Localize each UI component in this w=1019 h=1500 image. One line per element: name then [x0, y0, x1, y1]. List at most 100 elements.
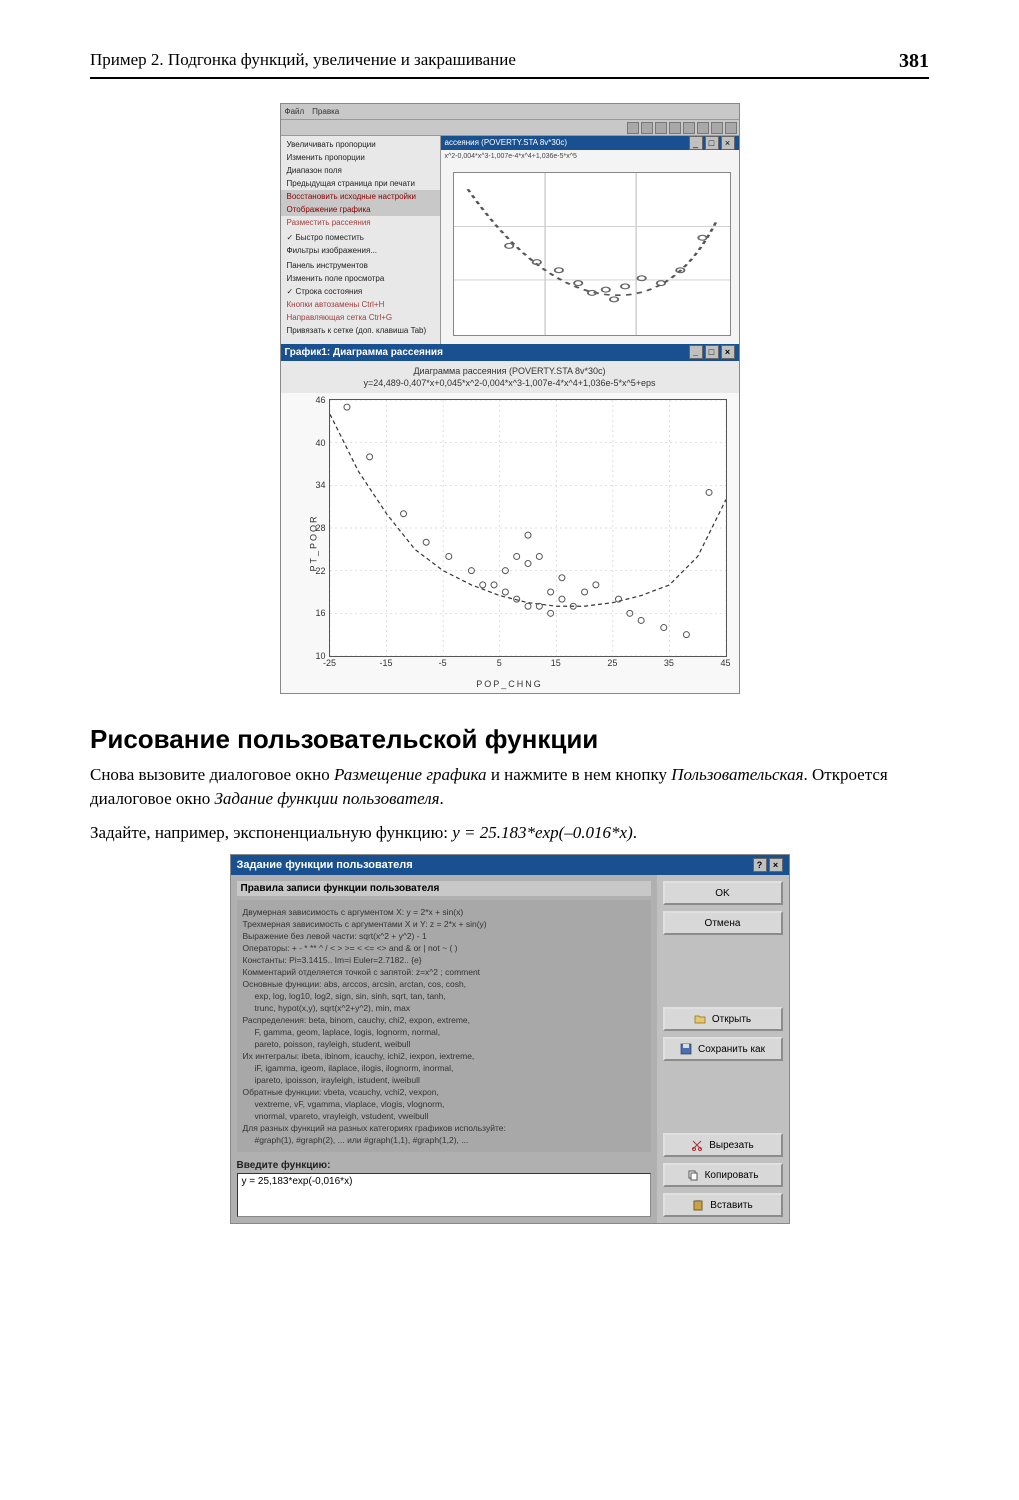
caption-line: y=24,489-0,407*x+0,045*x^2-0,004*x^3-1,0…	[287, 377, 733, 389]
mini-title-text: ассеяния (POVERTY.STA 8v*30c)	[445, 136, 567, 150]
toolbar-icon[interactable]	[711, 122, 723, 134]
dialog-title: Задание функции пользователя	[237, 859, 413, 871]
menu-item[interactable]: Панель инструментов	[281, 259, 440, 272]
menu-item[interactable]: Правка	[312, 104, 339, 119]
body-paragraph: Снова вызовите диалоговое окно Размещени…	[90, 763, 929, 811]
menu-item[interactable]: Увеличивать пропорции	[281, 138, 440, 151]
rules-line: #graph(1), #graph(2), ... или #graph(1,1…	[243, 1134, 645, 1146]
rules-line: Выражение без левой части: sqrt(x^2 + y^…	[243, 930, 645, 942]
dialog-window: Задание функции пользователя ? × Правила…	[230, 854, 790, 1224]
paste-icon	[692, 1199, 704, 1211]
dialog-title-bar: Задание функции пользователя ? ×	[231, 855, 789, 875]
context-menu: Увеличивать пропорцииИзменить пропорцииД…	[281, 136, 441, 344]
chart-title: График1: Диаграмма рассеяния	[285, 347, 443, 358]
rules-line: pareto, poisson, rayleigh, student, weib…	[243, 1038, 645, 1050]
menu-item[interactable]: Диапазон поля	[281, 164, 440, 177]
rules-line: Константы: Pi=3.1415.. Im=i Euler=2.7182…	[243, 954, 645, 966]
rules-text: Двумерная зависимость с аргументом X: y …	[237, 900, 651, 1152]
mini-title-bar: ассеяния (POVERTY.STA 8v*30c) _ □ ×	[441, 136, 739, 150]
copy-button[interactable]: Копировать	[663, 1163, 783, 1187]
x-tick-label: 5	[497, 656, 502, 668]
disk-icon	[680, 1043, 692, 1055]
x-tick-label: 25	[607, 656, 617, 668]
caption-line: Диаграмма рассеяния (POVERTY.STA 8v*30c)	[287, 365, 733, 377]
chart-window: График1: Диаграмма рассеяния _ □ × Диагр…	[280, 343, 740, 694]
minimize-icon[interactable]: _	[689, 136, 703, 150]
rules-line: Трехмерная зависимость с аргументами X и…	[243, 918, 645, 930]
menubar: Файл Правка	[281, 104, 739, 120]
rules-line: exp, log, log10, log2, sign, sin, sinh, …	[243, 990, 645, 1002]
menu-item[interactable]: Файл	[285, 104, 305, 119]
paste-button[interactable]: Вставить	[663, 1193, 783, 1217]
y-tick-label: 34	[315, 480, 329, 490]
dialog-right-pane: OK Отмена Открыть Сохранить как Вырезать…	[657, 875, 789, 1223]
y-tick-label: 40	[315, 438, 329, 448]
rules-line: Операторы: + - * ** ^ / < > >= < <= <> a…	[243, 942, 645, 954]
cut-button[interactable]: Вырезать	[663, 1133, 783, 1157]
chart-area: PT_POOR POP_CHNG -25-15-5515253545101622…	[281, 393, 739, 693]
x-tick-label: -5	[439, 656, 447, 668]
figure-dialog: Задание функции пользователя ? × Правила…	[90, 854, 929, 1224]
menu-item[interactable]: Кнопки автозамены Ctrl+H	[281, 298, 440, 311]
menu-item[interactable]: Изменить поле просмотра	[281, 272, 440, 285]
chart-title-bar: График1: Диаграмма рассеяния _ □ ×	[281, 343, 739, 361]
cancel-button[interactable]: Отмена	[663, 911, 783, 935]
menu-item[interactable]: Восстановить исходные настройки	[281, 190, 440, 203]
folder-icon	[694, 1013, 706, 1025]
function-input[interactable]: y = 25,183*exp(-0,016*x)	[237, 1173, 651, 1217]
x-tick-label: 35	[664, 656, 674, 668]
screenshot-menu-graph: Файл Правка Увеличивать пропорцииИзменит…	[280, 103, 740, 343]
toolbar-icon[interactable]	[655, 122, 667, 134]
plot-box: -25-15-551525354510162228344046	[329, 399, 727, 657]
menu-item[interactable]: Привязать к сетке (доп. клавиша Tab)	[281, 324, 440, 337]
open-button[interactable]: Открыть	[663, 1007, 783, 1031]
minimize-icon[interactable]: _	[689, 345, 703, 359]
y-tick-label: 46	[315, 395, 329, 405]
toolbar-icon[interactable]	[669, 122, 681, 134]
menu-item[interactable]: Направляющая сетка Ctrl+G	[281, 311, 440, 324]
x-tick-label: -15	[380, 656, 393, 668]
rules-line: ipareto, ipoisson, irayleigh, istudent, …	[243, 1074, 645, 1086]
mini-chart-window: ассеяния (POVERTY.STA 8v*30c) _ □ × x^2-…	[441, 136, 739, 344]
scissors-icon	[691, 1139, 703, 1151]
menu-item[interactable]: Быстро поместить	[281, 231, 440, 244]
menu-item[interactable]: Предыдущая страница при печати	[281, 177, 440, 190]
ok-button[interactable]: OK	[663, 881, 783, 905]
menu-item[interactable]: Изменить пропорции	[281, 151, 440, 164]
menu-item[interactable]: Разместить рассеяния	[281, 216, 440, 229]
input-label: Введите функцию:	[237, 1160, 651, 1171]
rules-line: Двумерная зависимость с аргументом X: y …	[243, 906, 645, 918]
copy-icon	[687, 1169, 699, 1181]
close-icon[interactable]: ×	[721, 136, 735, 150]
y-tick-label: 16	[315, 608, 329, 618]
chart-caption: Диаграмма рассеяния (POVERTY.STA 8v*30c)…	[281, 361, 739, 393]
rules-heading: Правила записи функции пользователя	[237, 881, 651, 896]
rules-line: Для разных функций на разных категориях …	[243, 1122, 645, 1134]
x-tick-label: 15	[551, 656, 561, 668]
mini-caption: x^2-0,004*x^3-1,007e-4*x^4+1,036e-5*x^5	[445, 152, 735, 161]
rules-line: iF, igamma, igeom, ilaplace, ilogis, ilo…	[243, 1062, 645, 1074]
rules-line: trunc, hypot(x,y), sqrt(x^2+y^2), min, m…	[243, 1002, 645, 1014]
dialog-left-pane: Правила записи функции пользователя Двум…	[231, 875, 657, 1223]
toolbar-icon[interactable]	[683, 122, 695, 134]
page-number: 381	[899, 50, 929, 73]
toolbar-icon[interactable]	[725, 122, 737, 134]
chapter-title: Пример 2. Подгонка функций, увеличение и…	[90, 50, 516, 73]
maximize-icon[interactable]: □	[705, 345, 719, 359]
menu-item[interactable]: Строка состояния	[281, 285, 440, 298]
rules-line: F, gamma, geom, laplace, logis, lognorm,…	[243, 1026, 645, 1038]
y-tick-label: 22	[315, 566, 329, 576]
rules-line: Распределения: beta, binom, cauchy, chi2…	[243, 1014, 645, 1026]
x-tick-label: 45	[720, 656, 730, 668]
maximize-icon[interactable]: □	[705, 136, 719, 150]
close-icon[interactable]: ×	[721, 345, 735, 359]
toolbar-icon[interactable]	[641, 122, 653, 134]
x-axis-label: POP_CHNG	[476, 679, 543, 689]
close-icon[interactable]: ×	[769, 858, 783, 872]
toolbar-icon[interactable]	[697, 122, 709, 134]
help-icon[interactable]: ?	[753, 858, 767, 872]
menu-item[interactable]: Отображение графика	[281, 203, 440, 216]
saveas-button[interactable]: Сохранить как	[663, 1037, 783, 1061]
menu-item[interactable]: Фильтры изображения...	[281, 244, 440, 257]
toolbar-icon[interactable]	[627, 122, 639, 134]
